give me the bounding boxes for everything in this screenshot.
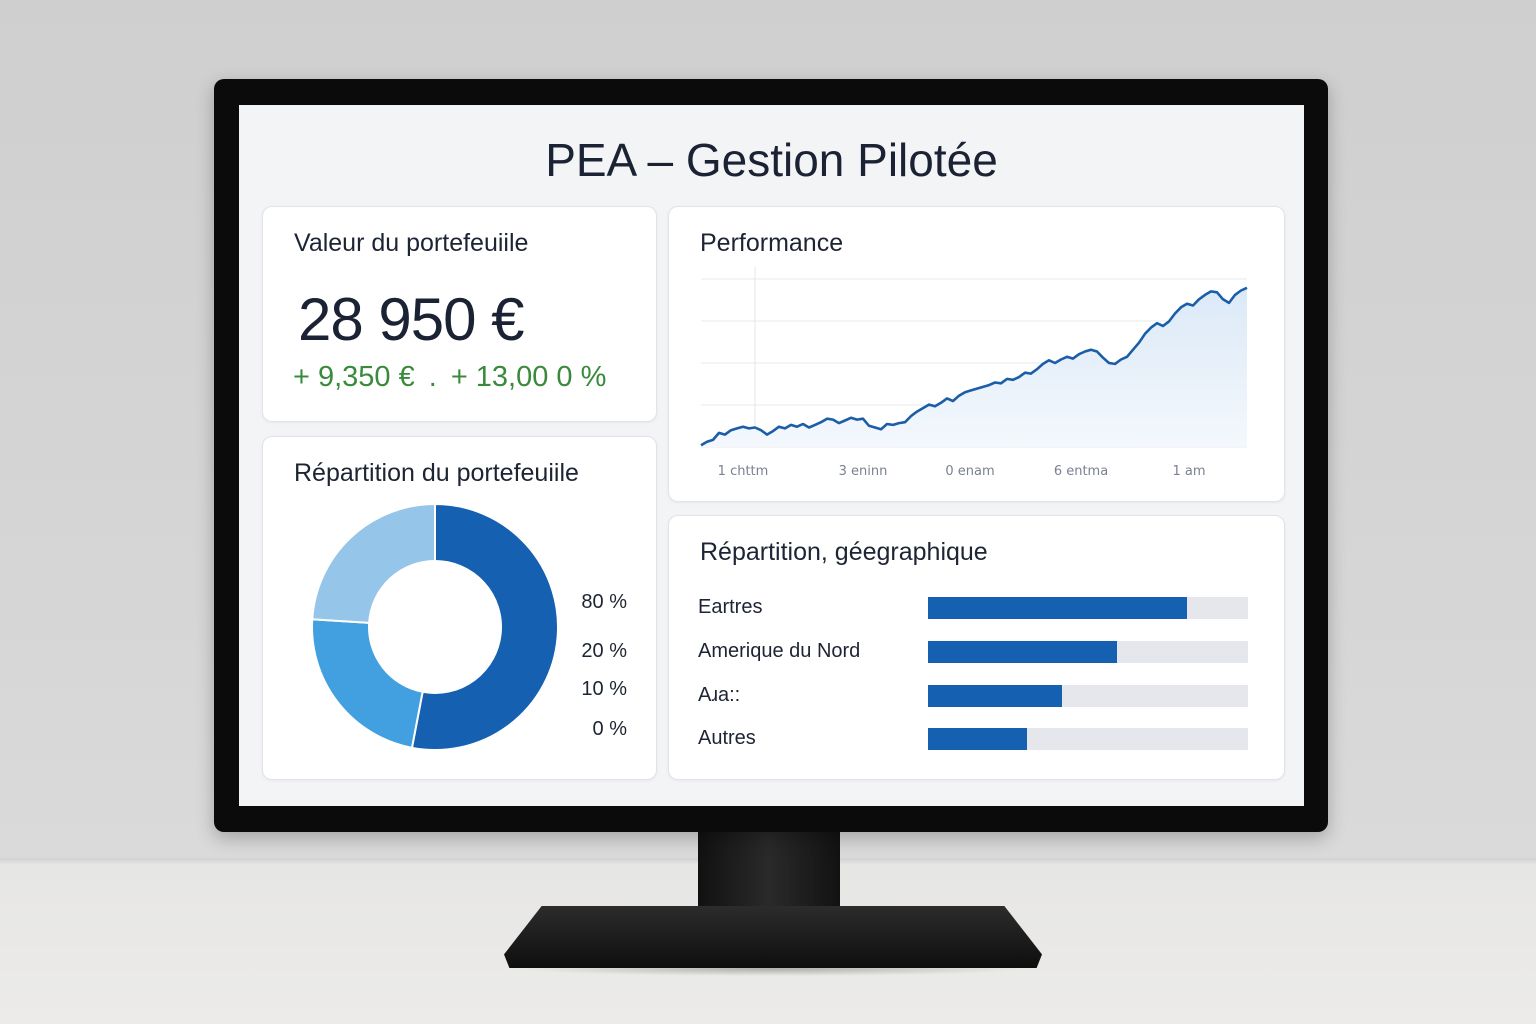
allocation-card[interactable]: Répartition du portefeuiile 80 % 20 % 10… [262, 436, 657, 780]
geo-label: Eartres [698, 596, 763, 618]
geo-bar [928, 597, 1187, 619]
gain-separator: . [428, 361, 437, 393]
monitor: PEA – Gestion Pilotée Valeur du portefeu… [214, 79, 1328, 832]
allocation-donut-chart [311, 502, 559, 751]
performance-chart: 1 chttm 3 eninn 0 enam 6 entma 1 am [700, 267, 1248, 479]
page-title: PEA – Gestion Pilotée [545, 134, 998, 186]
x-tick-label: 1 chttm [718, 464, 769, 479]
monitor-stand-base [504, 906, 1042, 968]
geo-label: Autres [698, 727, 756, 749]
gain-row: + 9,350 €. + 13,00 0 % [293, 361, 606, 394]
geo-bar-track [928, 641, 1248, 663]
allocation-title: Répartition du portefeuiile [294, 459, 579, 487]
portfolio-value-amount: 28 950 € [298, 286, 525, 353]
portfolio-value-card[interactable]: Valeur du portefeuiile 28 950 € + 9,350 … [262, 206, 657, 422]
portfolio-value-title: Valeur du portefeuiile [294, 229, 529, 257]
monitor-stand-neck [698, 828, 840, 918]
donut-slice [311, 502, 436, 624]
performance-line [700, 286, 1248, 447]
dashboard-screen: PEA – Gestion Pilotée Valeur du portefeu… [239, 105, 1304, 806]
allocation-legend-1: 20 % [581, 640, 627, 662]
performance-title: Performance [700, 229, 844, 257]
gain-percent: + 13,00 0 % [450, 361, 607, 393]
geo-label: Amerique du Nord [698, 640, 861, 662]
performance-card[interactable]: Performance 1 chttm 3 eninn 0 enam 6 entma 1… [668, 206, 1285, 502]
geo-bar-track [928, 728, 1248, 750]
performance-area [701, 287, 1247, 447]
geo-label: Aɹa:: [698, 684, 741, 706]
gain-amount: + 9,350 € [293, 361, 415, 393]
x-tick-label: 6 entma [1054, 464, 1108, 479]
x-tick-label: 1 am [1172, 464, 1205, 479]
donut-slice [311, 618, 424, 749]
allocation-legend-3: 0 % [592, 718, 627, 740]
donut-slice [410, 502, 559, 751]
allocation-legend-0: 80 % [581, 591, 627, 613]
geo-bar [928, 685, 1062, 707]
x-tick-label: 3 eninn [839, 464, 888, 479]
geographic-allocation-card[interactable]: Répartition, géegraphique Eartres Ameriqu… [668, 515, 1285, 780]
geo-bar [928, 641, 1117, 663]
x-tick-label: 0 enam [945, 464, 994, 479]
geo-bar [928, 728, 1027, 750]
geo-bar-track [928, 685, 1248, 707]
geo-bar-track [928, 597, 1248, 619]
allocation-legend-2: 10 % [581, 678, 627, 700]
geographic-title: Répartition, géegraphique [700, 538, 988, 566]
